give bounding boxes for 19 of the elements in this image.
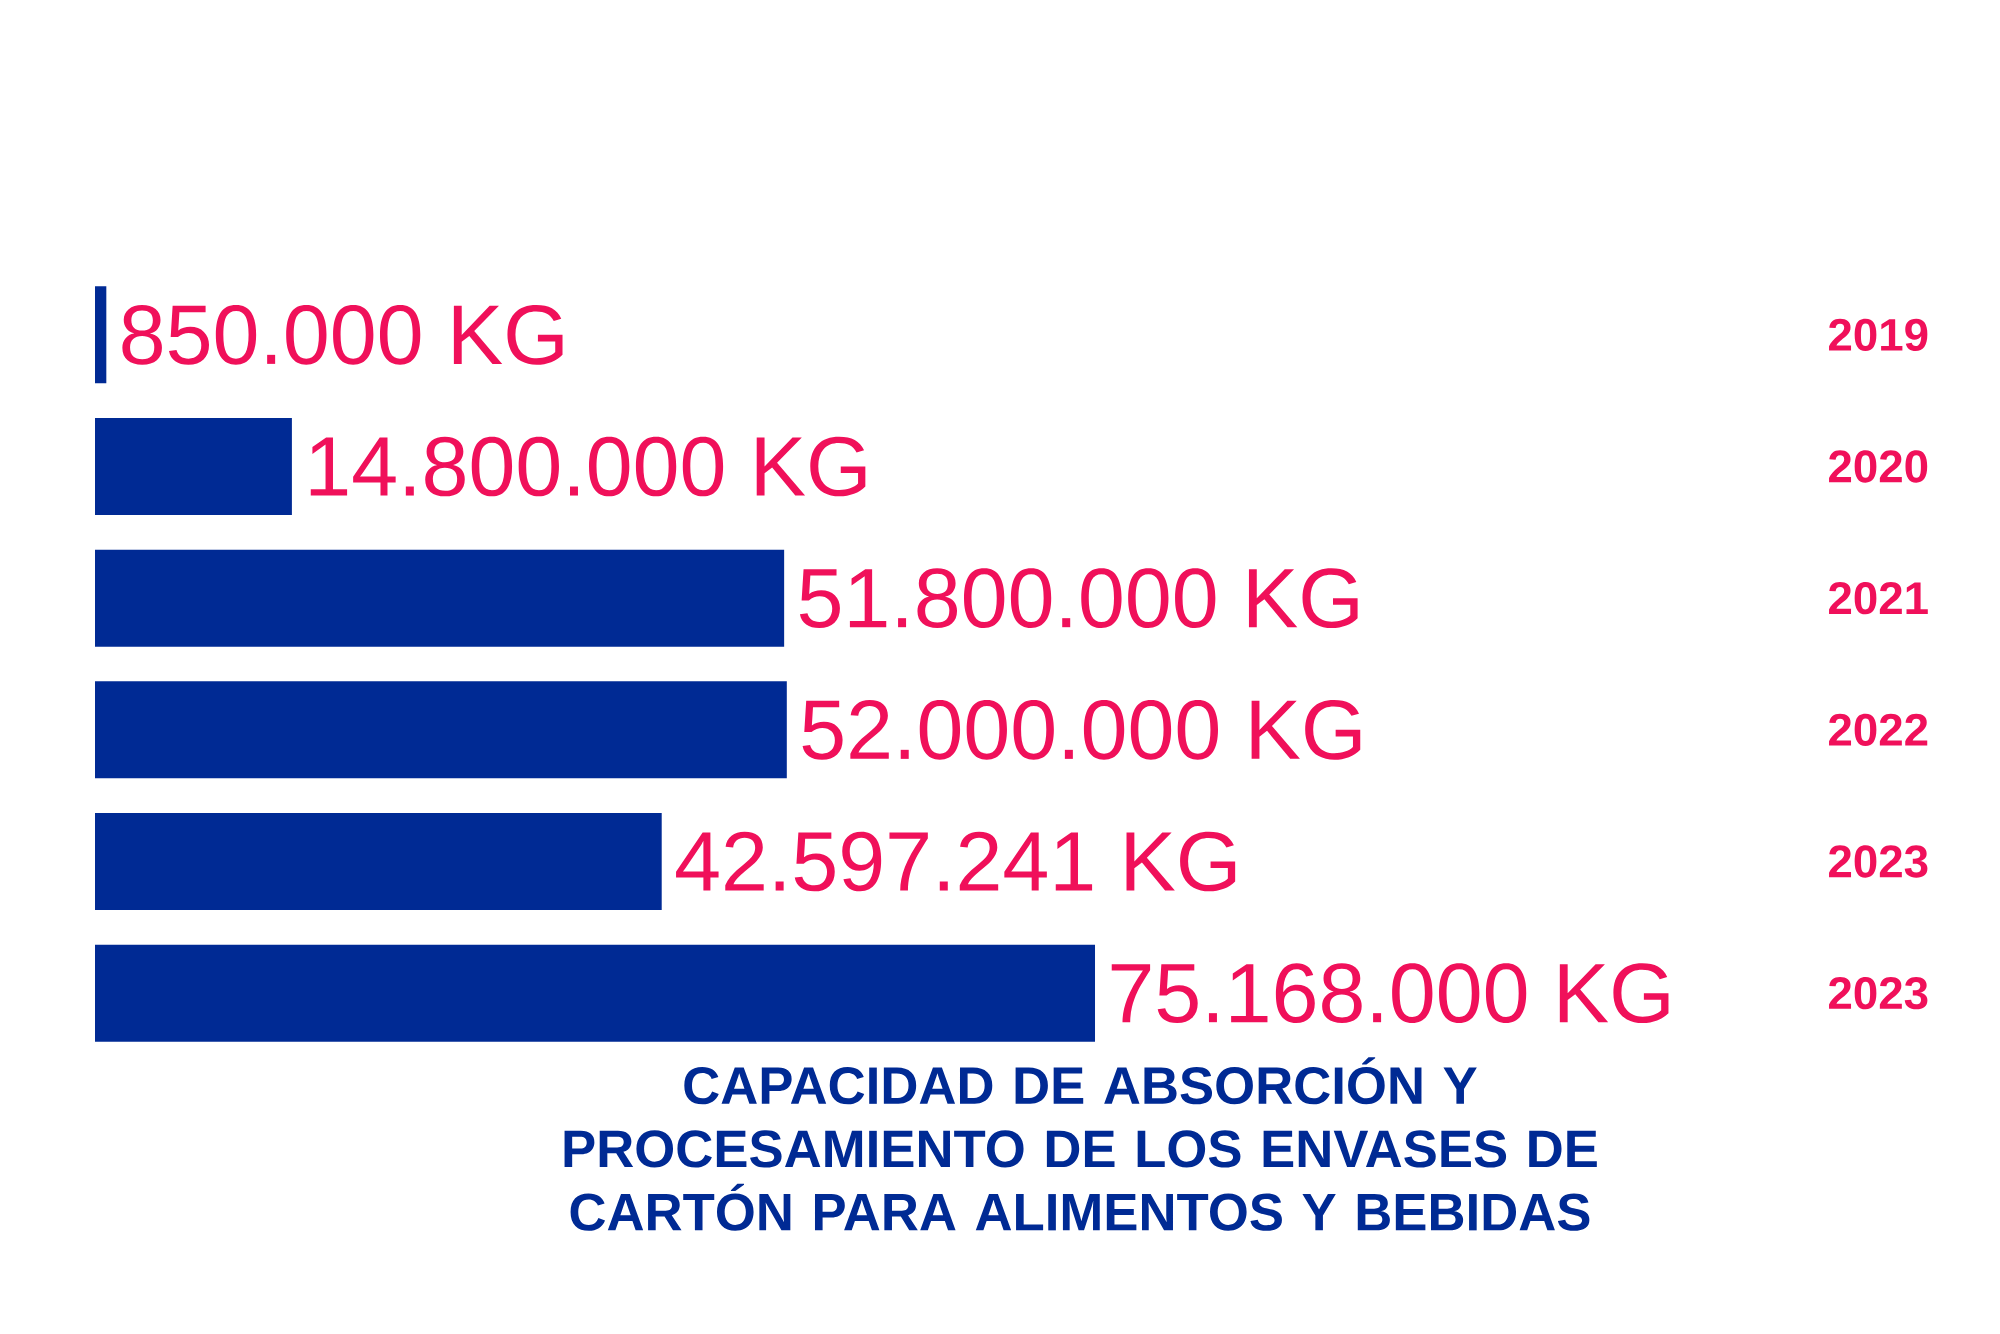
text: CAPACIDAD DE ABSORCIÓN Y PROCESAMIENTO DE LOS ENVASES DE CARTÓN PARA ALIMENTOS Y BEBIDAS [564, 1057, 1597, 1231]
data-label: 52.000.000 KG [802, 700, 1361, 760]
data-label: 14.800.000 KG [310, 436, 866, 497]
y-tick-label: 2021 [1829, 581, 1928, 615]
bar [95, 681, 787, 779]
y-tick-label: 2022 [1829, 713, 1928, 746]
data-label: 75.168.000 KG [1111, 963, 1669, 1024]
data-label: 850.000 KG [122, 305, 563, 365]
bar [95, 418, 292, 516]
y-tick-label: 2020 [1829, 450, 1928, 483]
y-tick-label: 2019 [1829, 318, 1928, 352]
bar [95, 286, 107, 384]
data-label: 51.800.000 KG [799, 568, 1358, 629]
y-tick-label: 2023 [1829, 845, 1928, 878]
bar [95, 944, 1096, 1042]
bar [95, 813, 662, 910]
bar [95, 549, 785, 647]
y-tick-label: 2023 [1829, 976, 1928, 1010]
data-label: 42.597.241 KG [676, 831, 1236, 892]
